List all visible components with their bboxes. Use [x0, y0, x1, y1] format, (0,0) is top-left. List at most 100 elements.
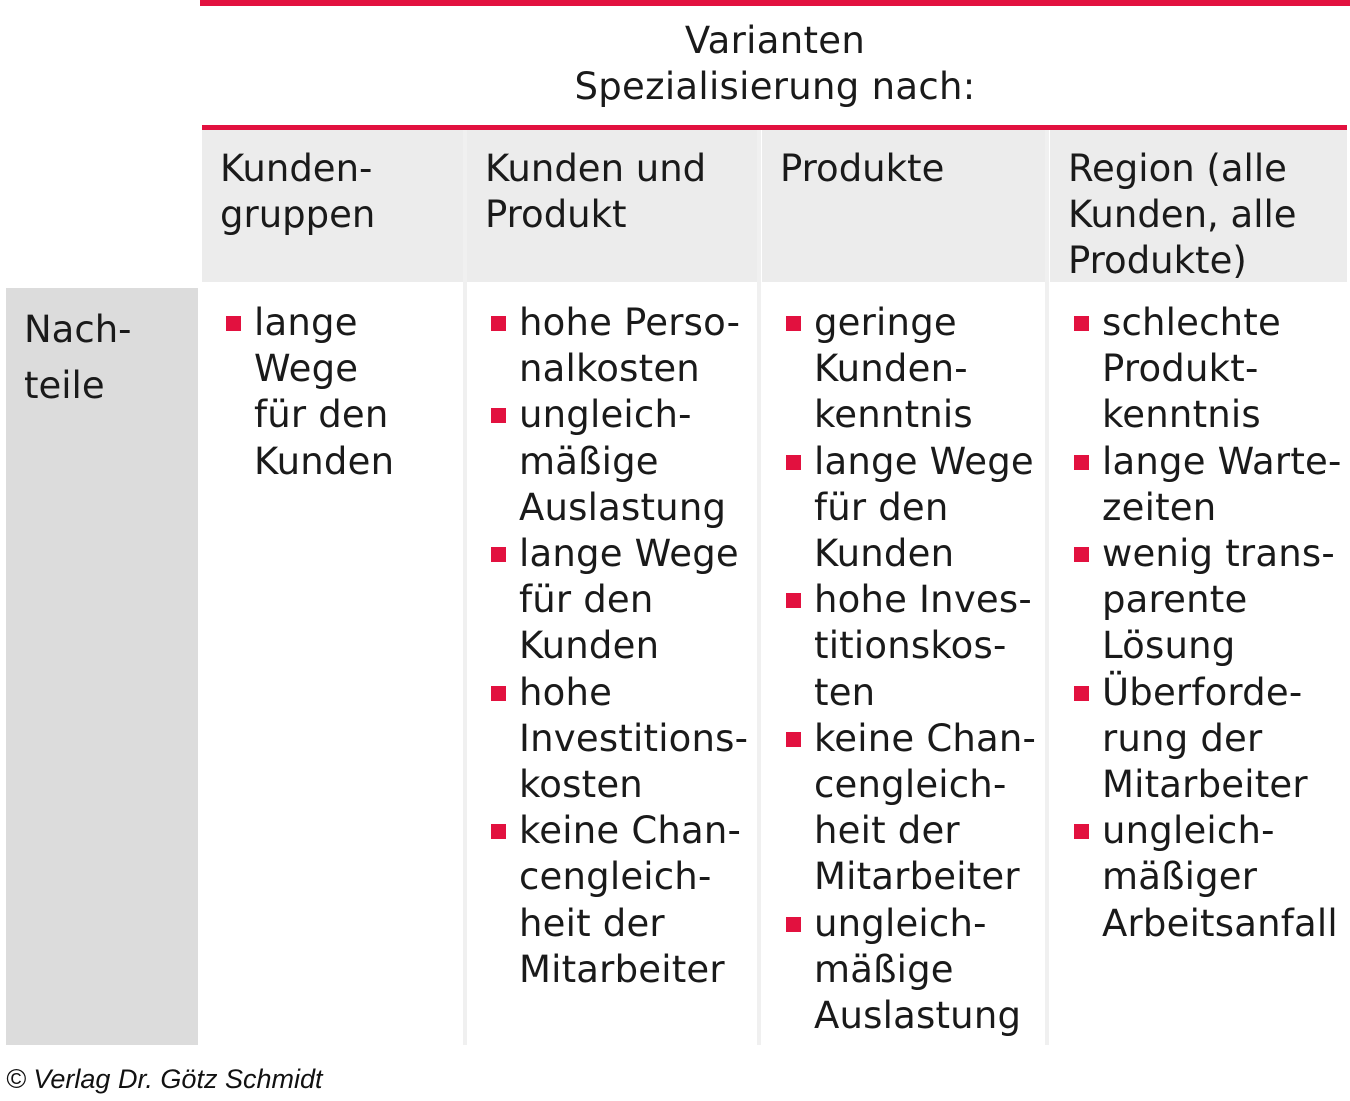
list-item-line: für den	[519, 578, 654, 622]
square-bullet-icon	[491, 824, 506, 840]
list-item-line: heit der	[519, 901, 665, 945]
list-item-line: cengleich-	[814, 763, 1007, 807]
square-bullet-icon	[786, 593, 801, 609]
list-item-line: mäßiger	[1102, 855, 1258, 899]
list-item: lange Warte- zeiten	[1072, 439, 1341, 531]
top-rule	[200, 0, 1350, 6]
cell-region: schlechte Produkt- kenntnis lange Warte-…	[1050, 288, 1347, 1045]
square-bullet-icon	[491, 408, 506, 424]
bullet-list: hohe Perso- nalkosten ungleich- mäßige A…	[489, 300, 749, 993]
cell-kundengruppen: lange Wege für den Kunden	[202, 288, 463, 1045]
list-item: keine Chan- cengleich- heit der Mitarbei…	[489, 808, 747, 993]
list-item-line: ungleich-	[519, 393, 692, 437]
list-item-line: ungleich-	[814, 901, 987, 945]
list-item-line: Arbeitsanfall	[1102, 901, 1338, 945]
column-divider	[463, 130, 467, 1045]
column-header-produkte: Produkte	[762, 130, 1045, 282]
list-item-line: mäßige	[814, 947, 954, 991]
column-header-line: Kunden und	[485, 147, 707, 190]
square-bullet-icon	[491, 547, 506, 563]
square-bullet-icon	[1074, 547, 1089, 563]
list-item-line: Kunden	[814, 532, 955, 576]
cell-kunden-und-produkt: hohe Perso- nalkosten ungleich- mäßige A…	[467, 288, 757, 1045]
list-item: ungleich- mäßige Auslastung	[489, 392, 747, 531]
column-header-line: Produkte	[780, 147, 945, 190]
list-item: lange Wege für den Kunden	[784, 439, 1035, 578]
column-header-region: Region (alle Kunden, alle Produkte)	[1050, 130, 1347, 282]
list-item-line: Kunden	[519, 624, 660, 668]
list-item: hohe Inves- titionskos- ten	[784, 577, 1035, 716]
square-bullet-icon	[786, 916, 801, 932]
list-item: ungleich- mäßiger Arbeitsanfall	[1072, 808, 1338, 947]
list-item-line: ungleich-	[1102, 809, 1275, 853]
list-item-line: mäßige	[519, 439, 659, 483]
cell-produkte: geringe Kunden- kenntnis lange Wege für …	[762, 288, 1045, 1045]
list-item: Überforde- rung der Mitarbeiter	[1072, 670, 1337, 809]
list-item: hohe Investitions- kosten	[489, 670, 749, 809]
list-item-line: keine Chan-	[814, 716, 1037, 760]
list-item-line: nalkosten	[519, 347, 700, 391]
list-item-line: kosten	[519, 763, 643, 807]
list-item-line: Mitarbeiter	[1102, 763, 1308, 807]
column-header-line: Kunden-	[220, 147, 373, 190]
list-item-line: hohe Inves-	[814, 578, 1032, 622]
row-label-line: teile	[24, 364, 105, 407]
header-rule	[202, 125, 1347, 130]
column-divider	[1045, 130, 1049, 1045]
list-item-line: hohe	[519, 670, 613, 714]
list-item-line: Mitarbeiter	[814, 855, 1020, 899]
list-item-line: schlechte	[1102, 301, 1281, 344]
list-item-line: Kunden	[254, 439, 395, 483]
list-item-line: Investitions-	[519, 716, 749, 760]
list-item: schlechte Produkt- kenntnis	[1072, 300, 1337, 439]
column-header-kunden-und-produkt: Kunden und Produkt	[467, 130, 757, 282]
column-divider	[757, 130, 761, 1045]
list-item: geringe Kunden- kenntnis	[784, 300, 1035, 439]
list-item-line: Mitarbeiter	[519, 947, 725, 991]
list-item: wenig trans- parente Lösung	[1072, 531, 1337, 670]
bullet-list: schlechte Produkt- kenntnis lange Warte-…	[1072, 300, 1341, 947]
list-item-line: Produkt-	[1102, 347, 1259, 391]
list-item-line: hohe Perso-	[519, 301, 741, 344]
list-item-line: für den	[254, 393, 389, 437]
list-item: keine Chan- cengleich- heit der Mitarbei…	[784, 716, 1037, 901]
row-label-line: Nach-	[24, 308, 132, 351]
square-bullet-icon	[491, 316, 506, 331]
list-item-line: Auslastung	[519, 485, 727, 529]
bullet-list: lange Wege für den Kunden	[224, 300, 453, 485]
row-label-nachteile: Nach- teile	[6, 288, 198, 1045]
list-item-line: ten	[814, 670, 876, 714]
square-bullet-icon	[786, 731, 801, 747]
list-item-line: Wege	[254, 347, 359, 391]
list-item-line: Lösung	[1102, 624, 1236, 668]
list-item-line: lange Wege	[519, 532, 739, 576]
list-item-line: Kunden-	[814, 347, 968, 391]
column-header-line: Produkte)	[1068, 239, 1247, 282]
list-item-line: Auslastung	[814, 994, 1022, 1038]
list-item-line: rung der	[1102, 716, 1263, 760]
column-header-line: Produkt	[485, 193, 627, 236]
list-item-line: geringe	[814, 301, 957, 344]
list-item: hohe Perso- nalkosten	[489, 300, 747, 392]
list-item-line: Überforde-	[1102, 670, 1303, 714]
list-item-line: lange	[254, 301, 358, 344]
list-item: lange Wege für den Kunden	[489, 531, 747, 670]
list-item: ungleich- mäßige Auslastung	[784, 901, 1035, 1040]
list-item-line: lange Wege	[814, 439, 1034, 483]
list-item-line: kenntnis	[1102, 393, 1261, 437]
copyright-notice: © Verlag Dr. Götz Schmidt	[6, 1064, 323, 1094]
square-bullet-icon	[786, 454, 801, 470]
list-item-line: titionskos-	[814, 624, 1007, 668]
square-bullet-icon	[226, 316, 241, 331]
square-bullet-icon	[1074, 454, 1089, 470]
list-item-line: wenig trans-	[1102, 532, 1335, 576]
column-header-line: Kunden, alle	[1068, 193, 1297, 236]
caption-line-1: Varianten	[684, 19, 866, 62]
list-item-line: kenntnis	[814, 393, 973, 437]
column-header-kundengruppen: Kunden- gruppen	[202, 130, 463, 282]
square-bullet-icon	[786, 316, 801, 331]
column-header-line: Region (alle	[1068, 147, 1287, 190]
bullet-list: geringe Kunden- kenntnis lange Wege für …	[784, 300, 1037, 1040]
square-bullet-icon	[1074, 685, 1089, 701]
list-item-line: parente	[1102, 578, 1248, 622]
